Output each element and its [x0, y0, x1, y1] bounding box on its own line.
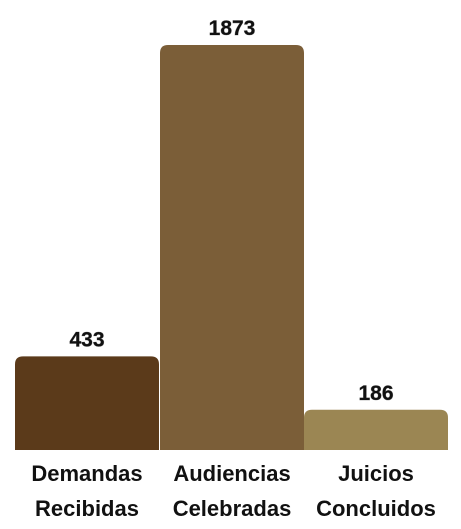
category-label-3-line-1: Juicios [338, 461, 414, 486]
bar-value-label-2: 1873 [209, 17, 256, 40]
bar-2 [160, 45, 304, 450]
bar-1 [15, 356, 159, 450]
category-labels: Demandas Recibidas Audiencias Celebradas Jui… [31, 461, 436, 521]
category-label-1-line-2: Recibidas [35, 496, 139, 521]
category-label-2-line-1: Audiencias [173, 461, 290, 486]
bar-value-label-1: 433 [69, 328, 104, 351]
value-labels: 433 1873 186 [69, 17, 394, 405]
bar-value-label-3: 186 [358, 382, 393, 405]
category-label-1-line-1: Demandas [31, 461, 142, 486]
bar-3 [304, 409, 448, 450]
category-label-3-line-2: Concluidos [316, 496, 436, 521]
bars [15, 45, 448, 450]
category-label-2-line-2: Celebradas [173, 496, 292, 521]
